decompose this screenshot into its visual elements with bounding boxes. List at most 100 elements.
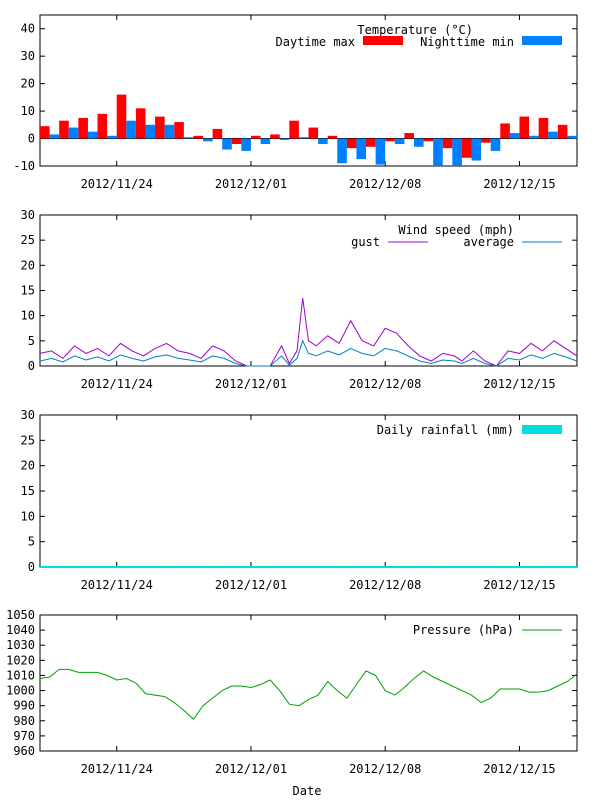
temperature-bar bbox=[308, 127, 319, 139]
y-tick-label: 1020 bbox=[6, 653, 35, 667]
rainfall-bar bbox=[174, 566, 194, 568]
y-tick-label: 980 bbox=[13, 714, 35, 728]
y-tick-label: 1030 bbox=[6, 638, 35, 652]
temperature-bar bbox=[212, 128, 223, 139]
rainfall-bar bbox=[155, 566, 175, 568]
y-tick-label: 15 bbox=[21, 284, 35, 298]
y-tick-label: 0 bbox=[28, 132, 35, 146]
rainfall-bar bbox=[346, 566, 367, 568]
rainfall-bar bbox=[97, 566, 117, 568]
legend-label-pressure: Pressure (hPa) bbox=[413, 623, 514, 637]
rainfall-bar bbox=[404, 566, 424, 568]
y-tick-label: 0 bbox=[28, 560, 35, 574]
rainfall-bar bbox=[442, 566, 462, 568]
temperature-bar bbox=[298, 137, 309, 139]
rainfall-bar bbox=[270, 566, 290, 568]
y-tick-label: -10 bbox=[13, 159, 35, 173]
x-tick-label: 2012/12/01 bbox=[215, 762, 287, 776]
legend-label-average: average bbox=[463, 235, 514, 249]
rainfall-bar bbox=[308, 566, 328, 568]
x-axis-label: Date bbox=[293, 784, 322, 798]
temperature-bar bbox=[78, 117, 88, 139]
temperature-bar bbox=[394, 138, 405, 145]
temperature-bar bbox=[442, 138, 453, 149]
plot-frame bbox=[39, 614, 578, 752]
rainfall-bar bbox=[193, 566, 213, 568]
y-tick-label: 5 bbox=[28, 334, 35, 348]
y-tick-label: 990 bbox=[13, 699, 35, 713]
temperature-bar bbox=[289, 120, 299, 139]
rainfall-bar bbox=[327, 566, 347, 568]
temperature-bar bbox=[97, 113, 108, 139]
temperature-bar bbox=[538, 117, 549, 139]
temperature-bar bbox=[203, 138, 213, 142]
x-tick-label: 2012/12/15 bbox=[483, 762, 555, 776]
chart-title: Wind speed (mph) bbox=[398, 223, 514, 237]
temperature-bar bbox=[183, 137, 194, 139]
wind-speed-chart: 0 5 10 15 20 25 30 2012/11/24 2012/12/01 2012/12/… bbox=[21, 208, 578, 391]
rainfall-bar bbox=[481, 566, 501, 568]
y-tick-label: 25 bbox=[21, 233, 35, 247]
plot-frame bbox=[39, 414, 578, 568]
temperature-bar bbox=[346, 138, 357, 149]
pressure-line bbox=[39, 668, 578, 721]
temperature-bar bbox=[250, 135, 261, 139]
temperature-bar bbox=[241, 138, 251, 151]
temperature-bar bbox=[356, 138, 367, 160]
temperature-bar bbox=[519, 116, 530, 139]
temperature-bar bbox=[385, 138, 395, 142]
temperature-bar bbox=[471, 138, 482, 161]
temperature-bar bbox=[366, 138, 376, 147]
temperature-bar bbox=[279, 138, 290, 140]
y-tick-label: 10 bbox=[21, 309, 35, 323]
temperature-bar bbox=[404, 133, 414, 139]
y-tick-label: 15 bbox=[21, 484, 35, 498]
temperature-bar bbox=[135, 108, 146, 139]
temperature-bar bbox=[375, 138, 386, 165]
temperature-bar bbox=[145, 124, 156, 139]
temperature-bar bbox=[433, 138, 443, 166]
temperature-bar bbox=[270, 134, 280, 139]
plot-frame bbox=[39, 14, 578, 167]
legend-swatch-daytime bbox=[363, 36, 403, 45]
x-tick-label: 2012/12/15 bbox=[483, 177, 555, 191]
y-tick-label: 1040 bbox=[6, 623, 35, 637]
y-tick-label: 30 bbox=[21, 49, 35, 63]
rainfall-bar bbox=[461, 566, 482, 568]
temperature-bar bbox=[423, 138, 434, 142]
rainfall-bar bbox=[231, 566, 251, 568]
y-tick-label: 20 bbox=[21, 77, 35, 91]
temperature-bar bbox=[59, 120, 69, 139]
legend-label-daytime: Daytime max bbox=[276, 35, 355, 49]
y-tick-label: 0 bbox=[28, 359, 35, 373]
rainfall-bar bbox=[423, 566, 443, 568]
rainfall-bar bbox=[557, 566, 577, 568]
rainfall-bar bbox=[538, 566, 558, 568]
temperature-bar bbox=[222, 138, 232, 150]
temperature-chart: -10 0 10 20 30 40 2012/11/24 2012/12/01 2012/12/… bbox=[13, 14, 578, 191]
rainfall-bar bbox=[366, 566, 386, 568]
temperature-bar bbox=[260, 138, 271, 145]
average-line bbox=[39, 339, 578, 367]
rainfall-bar bbox=[40, 566, 60, 568]
legend-swatch-nighttime bbox=[522, 36, 562, 45]
temperature-bar bbox=[481, 138, 491, 143]
rainfall-chart: 0 5 10 15 20 25 30 2012/11/24 2012/12/01 2012/12/… bbox=[21, 408, 578, 592]
temperature-bar bbox=[155, 116, 165, 139]
rainfall-bar bbox=[289, 566, 309, 568]
temperature-bar bbox=[452, 138, 462, 166]
y-tick-label: 1050 bbox=[6, 608, 35, 622]
temperature-bar bbox=[529, 135, 539, 139]
rainfall-bar bbox=[385, 566, 405, 568]
temperature-bar bbox=[490, 138, 501, 151]
y-tick-label: 1010 bbox=[6, 668, 35, 682]
legend-label-rainfall: Daily rainfall (mm) bbox=[377, 423, 514, 437]
temperature-bar bbox=[40, 126, 50, 139]
rainfall-bar bbox=[78, 566, 98, 568]
y-tick-label: 960 bbox=[13, 744, 35, 758]
rainfall-bar bbox=[59, 566, 79, 568]
y-tick-label: 1000 bbox=[6, 684, 35, 698]
x-tick-label: 2012/12/08 bbox=[349, 177, 421, 191]
